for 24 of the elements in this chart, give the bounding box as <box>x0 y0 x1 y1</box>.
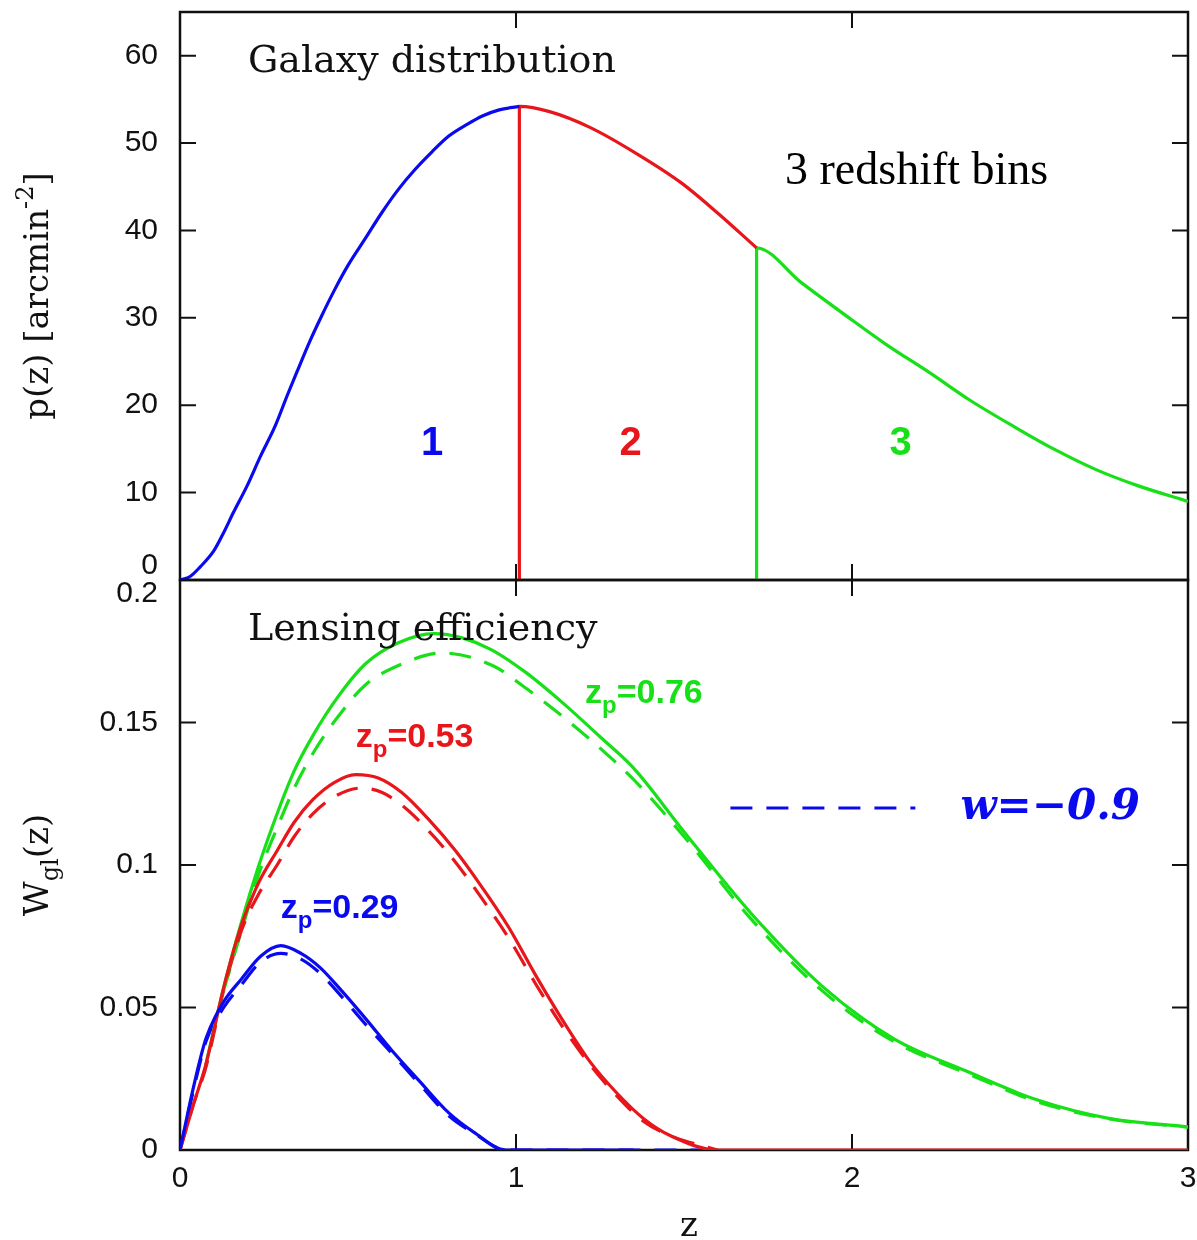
annotation: 3 redshift bins <box>785 143 1049 194</box>
y-tick-label: 0 <box>141 1131 158 1165</box>
annotation: 1 <box>420 419 444 464</box>
annotation: Galaxy distribution <box>248 37 616 81</box>
y-axis-title: Wgl(z) <box>16 813 65 917</box>
x-tick-label: 1 <box>507 1160 525 1194</box>
annotation: Lensing efficiency <box>248 605 599 649</box>
y-tick-label: 60 <box>124 36 158 70</box>
x-tick-label: 3 <box>1179 1160 1197 1194</box>
annotation: 2 <box>619 419 642 464</box>
y-tick-label: 10 <box>124 473 158 507</box>
legend-label: w=−0.9 <box>960 779 1140 829</box>
y-axis-title: p(z) [arcmin-2] <box>10 172 56 420</box>
y-tick-label: 0.15 <box>99 703 158 737</box>
y-tick-label: 0.1 <box>116 846 158 880</box>
y-tick-label: 0.05 <box>99 988 158 1022</box>
x-axis-title: z <box>680 1204 698 1240</box>
y-tick-label: 50 <box>124 124 158 158</box>
x-tick-label: 0 <box>171 1160 189 1194</box>
y-tick-label: 20 <box>124 386 158 420</box>
x-tick-label: 2 <box>843 1160 861 1194</box>
annotation: 3 <box>889 419 912 464</box>
y-tick-label: 30 <box>124 299 158 333</box>
y-tick-label: 40 <box>124 211 158 245</box>
